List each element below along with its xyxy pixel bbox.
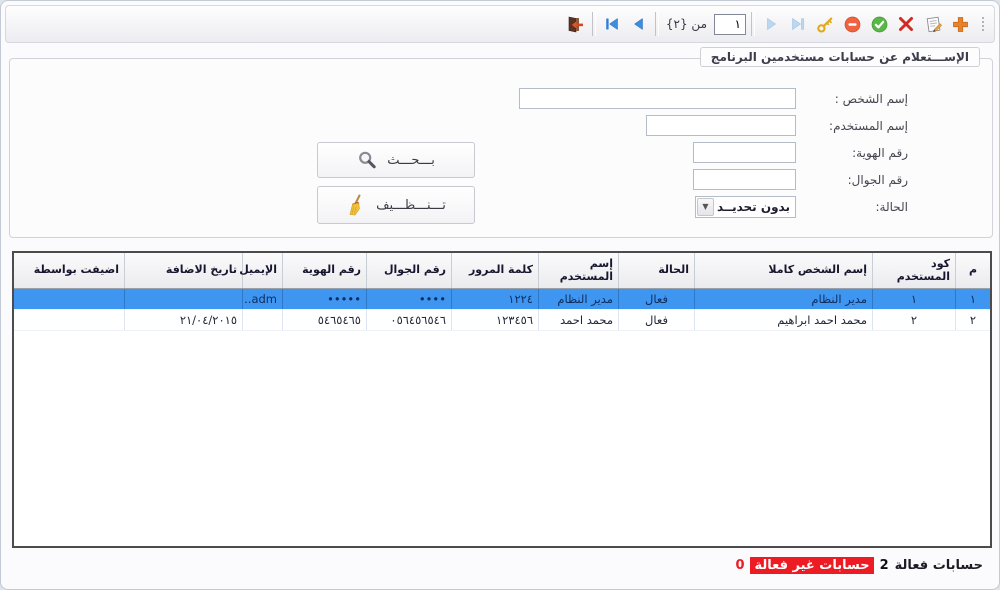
inactive-accounts-badge: حسابات غير فعالة xyxy=(750,556,874,574)
person-name-row: إسم الشخص : xyxy=(10,85,992,112)
col-header-added-by[interactable]: اضيفت بواسطة xyxy=(33,263,119,277)
col-header-id-number[interactable]: رقم الهوية xyxy=(282,253,366,288)
col-header-email[interactable]: الإيميل xyxy=(239,253,282,288)
col-header-username[interactable]: إسم المستخدم xyxy=(538,253,618,288)
cell-email xyxy=(242,310,282,330)
record-count-label: من {٢} xyxy=(665,17,707,31)
search-form: إسم الشخص : إسم المستخدم: رقم الهوية: رق… xyxy=(10,85,992,220)
cell-status: فعال xyxy=(618,310,694,330)
exit-icon[interactable] xyxy=(565,13,587,35)
cell-status: فعال xyxy=(618,289,694,309)
col-header-index[interactable]: م xyxy=(955,253,990,288)
cell-added-by xyxy=(16,289,124,309)
toolbar-separator xyxy=(751,12,755,36)
cell-mobile: ٠٥٦٤٥٦٥٤٦ xyxy=(366,310,451,330)
first-record-icon[interactable] xyxy=(601,13,623,35)
cell-date-added: ٢١/٠٤/٢٠١٥ xyxy=(124,310,242,330)
cell-id-number: ••••• xyxy=(282,289,366,309)
last-record-icon[interactable] xyxy=(787,13,809,35)
mobile-number-label: رقم الجوال: xyxy=(847,172,908,187)
panel-title: الإســـتعلام عن حسابات مستخدمين البرنامج xyxy=(699,47,980,67)
cell-full-name: محمد احمد ابراهيم xyxy=(694,310,872,330)
users-table: م كود المستخدم إسم الشخص كاملا الحالة إس… xyxy=(12,251,992,548)
broom-icon xyxy=(346,194,366,216)
table-header-row: م كود المستخدم إسم الشخص كاملا الحالة إس… xyxy=(14,253,990,289)
username-row: إسم المستخدم: xyxy=(10,112,992,139)
username-input[interactable] xyxy=(646,115,796,136)
chevron-down-icon[interactable]: ▼ xyxy=(697,197,714,216)
cell-user-code: ٢ xyxy=(872,310,955,330)
cell-added-by xyxy=(16,310,124,330)
status-dropdown-value: بدون تحديــد xyxy=(716,199,790,214)
table-row[interactable]: ١ ١ مدير النظام فعال مدير النظام ١٢٢٤ ••… xyxy=(14,289,990,310)
clean-button[interactable]: تـــنـــظـــيف xyxy=(317,186,475,224)
search-icon xyxy=(357,150,377,170)
search-button-label: بـــحـــث xyxy=(387,152,435,168)
col-header-mobile[interactable]: رقم الجوال xyxy=(366,253,451,288)
delete-icon[interactable] xyxy=(895,13,917,35)
main-toolbar: من {٢} xyxy=(5,5,995,43)
active-accounts-label: حسابات فعالة xyxy=(894,557,983,573)
inactive-accounts-count: 0 xyxy=(735,557,745,573)
col-header-password[interactable]: كلمة المرور xyxy=(451,253,538,288)
cell-index: ١ xyxy=(955,289,990,309)
search-button[interactable]: بـــحـــث xyxy=(317,142,475,178)
cell-username: محمد احمد xyxy=(538,310,618,330)
add-icon[interactable] xyxy=(949,13,971,35)
mobile-number-input[interactable] xyxy=(693,169,796,190)
activate-icon[interactable] xyxy=(868,13,890,35)
edit-icon[interactable] xyxy=(922,13,944,35)
col-header-full-name[interactable]: إسم الشخص كاملا xyxy=(694,253,872,288)
id-number-input[interactable] xyxy=(693,142,796,163)
previous-record-icon[interactable] xyxy=(628,13,650,35)
cell-full-name: مدير النظام xyxy=(694,289,872,309)
active-accounts-count: 2 xyxy=(879,557,889,573)
status-label: الحالة: xyxy=(875,199,908,214)
key-icon[interactable] xyxy=(814,13,836,35)
status-dropdown[interactable]: بدون تحديــد ▼ xyxy=(695,195,796,218)
cell-date-added xyxy=(124,289,242,309)
username-label: إسم المستخدم: xyxy=(829,118,908,133)
col-header-user-code[interactable]: كود المستخدم xyxy=(872,253,955,288)
cell-mobile: •••• xyxy=(366,289,451,309)
search-panel: الإســـتعلام عن حسابات مستخدمين البرنامج… xyxy=(9,47,993,238)
col-header-date-added[interactable]: تاريخ الاضافة xyxy=(124,253,242,288)
status-row: الحالة: بدون تحديــد ▼ xyxy=(10,193,992,220)
cell-email: adm... xyxy=(242,289,282,309)
clean-button-label: تـــنـــظـــيف xyxy=(376,197,446,213)
table-row[interactable]: ٢ ٢ محمد احمد ابراهيم فعال محمد احمد ١٢٣… xyxy=(14,310,990,331)
cell-username: مدير النظام xyxy=(538,289,618,309)
person-name-input[interactable] xyxy=(519,88,796,109)
cell-password: ١٢٣٤٥٦ xyxy=(451,310,538,330)
cell-password: ١٢٢٤ xyxy=(451,289,538,309)
id-number-label: رقم الهوية: xyxy=(852,145,908,160)
cell-index: ٢ xyxy=(955,310,990,330)
current-record-input[interactable] xyxy=(714,13,746,35)
id-number-row: رقم الهوية: xyxy=(10,139,992,166)
toolbar-separator xyxy=(654,12,659,36)
col-header-status[interactable]: الحالة xyxy=(618,253,694,288)
mobile-number-row: رقم الجوال: xyxy=(10,166,992,193)
status-bar: حسابات فعالة 2 حسابات غير فعالة 0 xyxy=(9,552,991,578)
person-name-label: إسم الشخص : xyxy=(834,91,908,106)
next-record-icon[interactable] xyxy=(760,13,782,35)
toolbar-separator xyxy=(591,12,596,36)
cell-user-code: ١ xyxy=(872,289,955,309)
deactivate-icon[interactable] xyxy=(841,13,863,35)
toolbar-grip[interactable] xyxy=(982,17,984,31)
cell-id-number: ٥٤٦٥٤٦٥ xyxy=(282,310,366,330)
